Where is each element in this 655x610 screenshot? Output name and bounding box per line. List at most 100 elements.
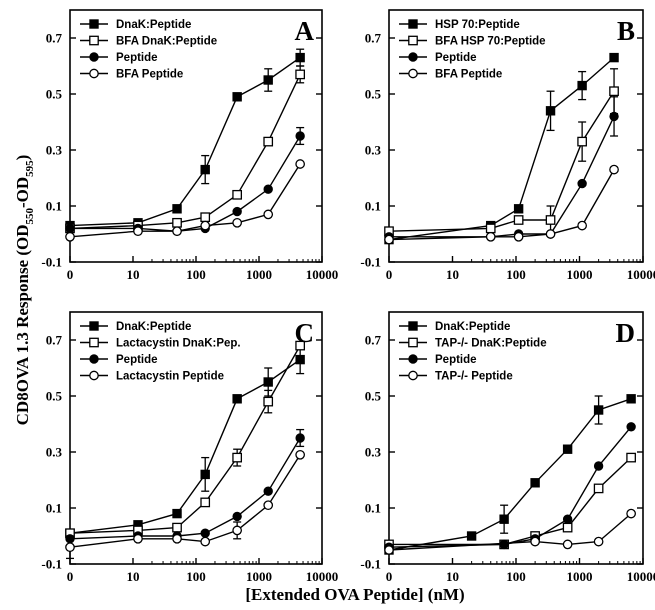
data-point-circle <box>65 223 75 234</box>
data-point-square <box>295 354 305 365</box>
data-point-square-open <box>562 522 573 533</box>
data-point-square <box>593 405 604 415</box>
data-point-circle-open <box>232 217 243 228</box>
legend-marker-square-open <box>89 35 99 46</box>
legend-marker-square <box>408 19 418 29</box>
x-tick-label: 10 <box>127 569 140 584</box>
data-point-circle <box>263 486 273 496</box>
x-tick-label: 10 <box>446 267 459 282</box>
data-point-square <box>513 204 524 214</box>
x-tick-label: 100 <box>186 569 206 584</box>
series-0 <box>65 344 305 538</box>
plot-frame <box>388 311 644 565</box>
data-point-circle-open <box>485 231 496 242</box>
data-point-square <box>466 531 477 541</box>
legend-label: Peptide <box>116 52 158 64</box>
legend-label: BFA HSP 70:Peptide <box>435 36 546 48</box>
data-point-square-open <box>295 69 306 80</box>
legend-label: HSP 70:Peptide <box>435 19 520 31</box>
chart-panel-d: -0.1 0.1 0.3 0.5 0.7 0 10 100 1000 10000 DnaK:Pept… <box>360 311 655 584</box>
data-point-circle-open <box>200 536 211 547</box>
y-tick-label: 0.1 <box>46 501 62 516</box>
y-tick-label: 0.5 <box>365 87 382 102</box>
legend-marker-circle <box>408 52 418 62</box>
data-point-square <box>172 204 182 214</box>
data-point-square-open <box>263 136 274 147</box>
data-point-circle <box>593 461 604 471</box>
data-point-circle <box>232 511 242 522</box>
x-tick-label: 10000 <box>306 267 339 282</box>
x-tick-label: 100 <box>186 267 206 282</box>
data-point-square <box>232 394 242 404</box>
data-point-circle-open <box>562 539 573 550</box>
legend-marker-square <box>408 321 418 331</box>
y-tick-label: 0.1 <box>365 501 381 516</box>
panel-letter: D <box>616 318 636 348</box>
data-point-circle-open <box>65 542 75 553</box>
x-tick-label: 1000 <box>246 267 272 282</box>
y-tick-label: 0.5 <box>46 389 63 404</box>
data-point-square <box>577 80 587 91</box>
legend-marker-square <box>89 321 99 331</box>
legend-label: BFA Peptide <box>435 69 502 81</box>
data-point-square-open <box>626 452 636 463</box>
data-point-circle-open <box>609 164 619 175</box>
data-point-square <box>499 514 509 524</box>
data-point-square-open <box>485 223 496 234</box>
data-point-circle-open <box>200 220 211 231</box>
legend-marker-square-open <box>89 337 99 348</box>
data-point-circle-open <box>626 508 636 519</box>
x-tick-label: 0 <box>67 569 74 584</box>
data-point-circle-open <box>295 159 306 169</box>
legend-label: TAP-/- Peptide <box>435 371 513 383</box>
x-axis-label: [Extended OVA Peptide] (nM) <box>245 585 464 604</box>
series-0 <box>384 52 619 245</box>
x-tick-label: 10000 <box>627 569 655 584</box>
series-line <box>69 454 301 548</box>
y-tick-label: 0.3 <box>365 143 382 158</box>
x-tick-label: 0 <box>67 267 74 282</box>
x-tick-label: 10 <box>446 569 459 584</box>
data-point-circle-open <box>263 500 274 511</box>
plot-frame <box>69 311 323 565</box>
legend-marker-circle <box>89 52 99 62</box>
series-line <box>388 57 615 241</box>
legend-label: Peptide <box>435 52 477 64</box>
legend-marker-circle-open <box>408 370 418 381</box>
x-tick-label: 10 <box>127 267 140 282</box>
data-point-circle-open <box>172 533 182 544</box>
y-axis-label: CD8OVA 1.3 Response (OD550-OD595) <box>13 155 36 426</box>
data-point-square <box>200 469 210 480</box>
data-point-circle-open <box>133 533 143 544</box>
legend-marker-square-open <box>408 337 418 348</box>
data-point-circle <box>609 111 619 122</box>
data-point-square-open <box>609 86 619 97</box>
data-point-circle-open <box>133 226 143 237</box>
legend-marker-square-open <box>408 35 418 46</box>
legend-label: Peptide <box>435 354 477 366</box>
y-tick-label: 0.7 <box>365 31 382 46</box>
data-point-square <box>263 75 273 85</box>
data-point-square <box>232 92 242 102</box>
series-3 <box>384 508 636 555</box>
data-point-circle <box>562 514 573 524</box>
x-tick-label: 0 <box>386 267 393 282</box>
y-tick-label: 0.1 <box>46 199 62 214</box>
series-3 <box>65 449 306 560</box>
series-0 <box>384 394 636 555</box>
data-point-circle-open <box>545 229 556 239</box>
y-tick-label: 0.5 <box>46 87 63 102</box>
data-point-square <box>530 478 540 488</box>
legend-marker-circle <box>89 354 99 364</box>
data-point-square <box>609 52 619 63</box>
data-point-circle <box>295 433 305 443</box>
y-tick-label: 0.3 <box>365 445 382 460</box>
legend-label: DnaK:Peptide <box>116 19 191 31</box>
data-point-square-open <box>593 483 604 494</box>
x-tick-label: 1000 <box>567 569 593 584</box>
panel-letter: C <box>295 318 315 348</box>
panel-letter: B <box>617 16 635 46</box>
data-point-square <box>545 106 556 116</box>
y-tick-label: 0.1 <box>365 199 381 214</box>
